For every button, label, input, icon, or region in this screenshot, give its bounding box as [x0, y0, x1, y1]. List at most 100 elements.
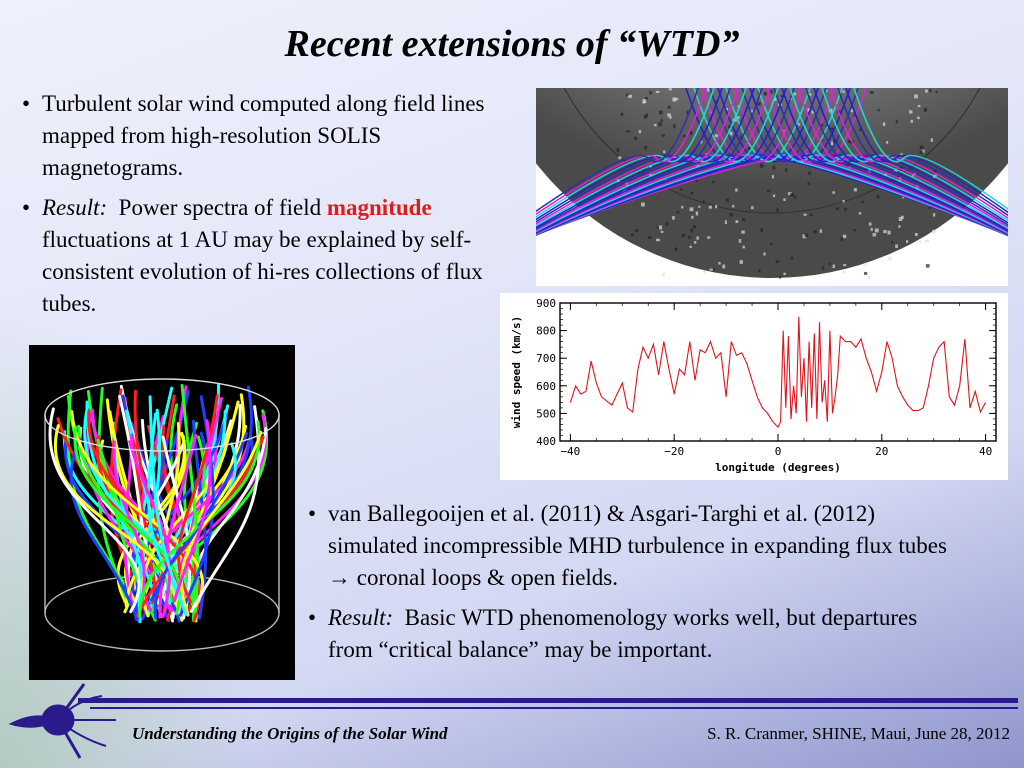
magnetogram-speckle — [842, 199, 845, 203]
magnetogram-speckle — [887, 230, 891, 235]
magnetogram-speckle — [935, 90, 938, 94]
field-line — [757, 88, 1008, 235]
magnetogram-speckle — [842, 234, 847, 239]
magnetogram-speckle — [660, 230, 664, 233]
magnetogram-speckle — [825, 89, 828, 92]
flux-tube — [118, 394, 168, 604]
magnetogram-speckle — [689, 207, 694, 212]
flux-tube — [70, 410, 205, 608]
y-axis-label: wind speed (km/s) — [510, 316, 523, 429]
magnetogram-speckle — [667, 113, 671, 117]
field-line — [781, 88, 1008, 231]
magnetogram-speckle — [658, 225, 663, 230]
magnetogram-speckle — [644, 97, 648, 101]
field-line — [536, 88, 771, 232]
magnetogram-speckle — [842, 270, 847, 274]
result-label: Result: — [328, 605, 394, 630]
magnetogram-speckle — [722, 264, 726, 269]
magnetogram-speckle — [925, 89, 928, 93]
magnetogram-speckle — [933, 169, 938, 173]
field-line — [837, 88, 1008, 217]
magnetogram-speckle — [877, 109, 880, 112]
magnetogram-speckle — [642, 99, 647, 104]
magnetogram-speckle — [775, 260, 779, 264]
magnetogram-speckle — [728, 125, 731, 129]
flux-tube — [148, 395, 188, 616]
y-tick-label: 700 — [536, 352, 556, 365]
field-line — [536, 88, 747, 227]
magnetogram-speckle — [735, 188, 738, 192]
magnetogram-speckle — [910, 119, 913, 123]
magnetogram-speckle — [923, 107, 927, 112]
magnetogram-speckle — [742, 245, 745, 249]
magnetogram-speckle — [849, 108, 854, 113]
bullet-text: Turbulent solar wind computed along fiel… — [42, 91, 485, 180]
magnetogram-speckle — [811, 110, 815, 114]
magnetogram-speckle — [859, 127, 863, 132]
field-line — [536, 88, 699, 213]
magnetogram-speckle — [789, 193, 794, 197]
magnetogram-speckle — [649, 164, 652, 168]
magnetogram-speckle — [647, 236, 652, 239]
magnetogram-speckle — [779, 275, 782, 279]
magnetogram-speckle — [906, 240, 909, 244]
magnetogram-speckle — [625, 93, 630, 97]
magnetogram-speckle — [756, 102, 761, 106]
wind-speed-chart: 400 500 600 700 800 900 −40 −20 0 20 40 longitude … — [500, 293, 1008, 480]
magnetogram-speckle — [663, 150, 666, 154]
flux-tube — [173, 419, 212, 603]
shine-logo-icon — [8, 683, 116, 759]
magnetogram-speckle — [803, 213, 807, 216]
magnetogram-speckle — [914, 94, 918, 99]
flux-tube — [133, 389, 168, 610]
magnetogram-speckle — [698, 205, 701, 208]
field-line — [797, 88, 1008, 228]
x-tick-label: −40 — [560, 445, 580, 458]
x-axis-label: longitude (degrees) — [715, 461, 841, 474]
magnetogram-speckle — [858, 212, 862, 215]
magnetogram-speckle — [807, 181, 810, 185]
magnetogram-speckle — [870, 227, 873, 232]
field-line — [536, 88, 787, 234]
magnetogram-speckle — [672, 97, 677, 102]
magnetogram-speckle — [641, 202, 645, 207]
magnetogram-speckle — [748, 147, 752, 151]
magnetogram-speckle — [718, 262, 721, 265]
magnetogram-speckle — [760, 228, 764, 233]
y-tick-label: 600 — [536, 380, 556, 393]
bullet-text: Basic WTD phenomenology works well, but … — [328, 605, 918, 662]
flux-tube — [128, 440, 172, 618]
magnetogram-speckle — [774, 97, 777, 101]
magnetogram-speckle — [656, 226, 661, 229]
magnetogram-speckle — [630, 233, 634, 237]
flux-tube-simulation-image — [29, 345, 295, 680]
magnetogram-speckle — [835, 207, 840, 211]
magnetogram-speckle — [813, 230, 817, 234]
footer-rule-thin — [90, 707, 1018, 709]
magnetogram-speckle — [902, 195, 905, 199]
magnetogram-speckle — [820, 138, 824, 142]
bullet-result-spectra: Result: Power spectra of field magnitude… — [22, 192, 512, 320]
magnetogram-speckle — [787, 192, 792, 196]
magnetogram-speckle — [886, 141, 889, 144]
magnetogram-speckle — [741, 230, 745, 234]
magnetogram-speckle — [695, 211, 699, 216]
magnetogram-speckle — [673, 124, 676, 129]
magnetogram-speckle — [909, 110, 913, 114]
magnetogram-speckle — [832, 191, 835, 194]
magnetogram-speckle — [832, 264, 835, 269]
magnetogram-speckle — [703, 270, 706, 273]
magnetogram-speckle — [658, 110, 663, 115]
flux-tube — [161, 435, 192, 620]
bullet-solis: Turbulent solar wind computed along fiel… — [22, 88, 512, 184]
magnetogram-speckle — [751, 206, 754, 210]
result-label: Result: — [42, 195, 108, 220]
x-tick-label: −20 — [664, 445, 684, 458]
magnetogram-speckle — [798, 123, 801, 126]
magnetogram-speckle — [770, 243, 773, 246]
magnetogram-speckle — [766, 189, 771, 192]
field-line — [536, 88, 779, 233]
magnetogram-speckle — [668, 88, 672, 91]
magnetogram-speckle — [921, 149, 925, 153]
magnetogram-speckle — [674, 247, 678, 251]
